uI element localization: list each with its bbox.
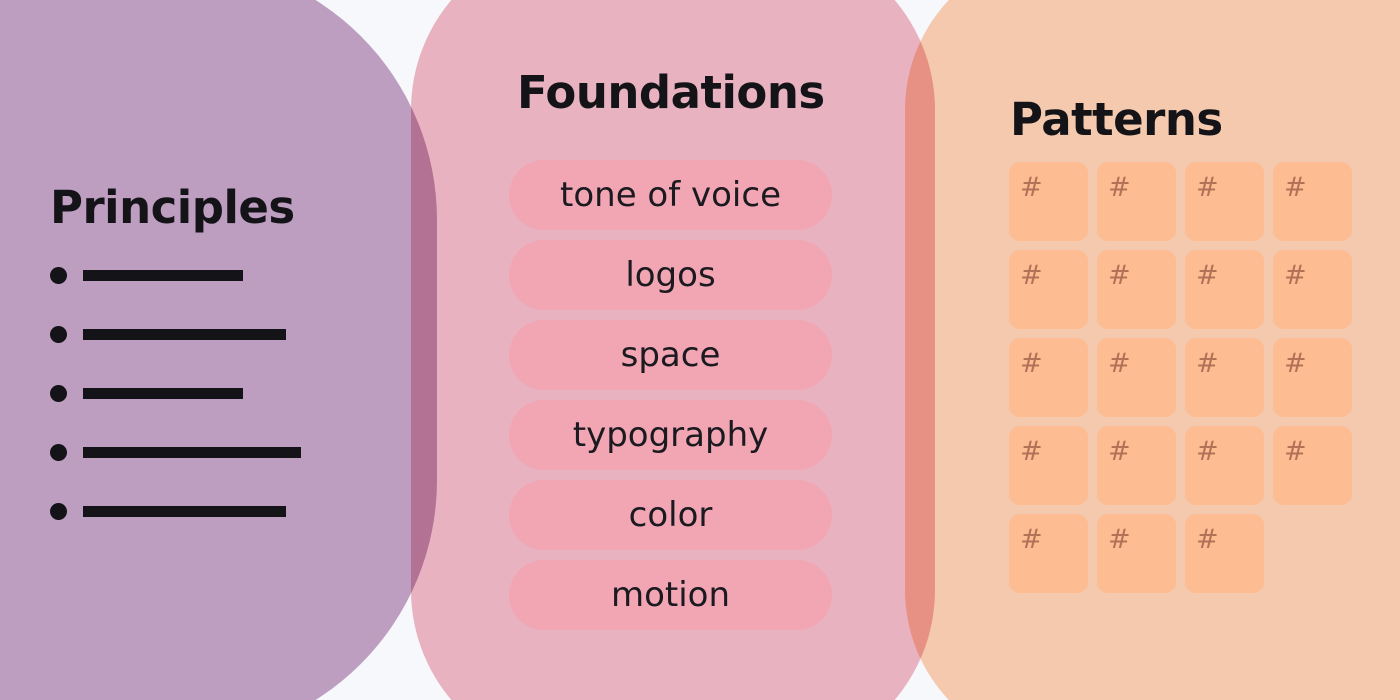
hash-icon: #	[1108, 348, 1131, 379]
pattern-tile: #	[1273, 338, 1352, 417]
hash-icon: #	[1196, 436, 1219, 467]
pattern-tile: #	[1097, 426, 1176, 505]
pattern-tile: #	[1273, 426, 1352, 505]
foundation-pill: typography	[509, 400, 832, 470]
pattern-tile: #	[1009, 162, 1088, 241]
hash-icon: #	[1108, 436, 1131, 467]
pattern-tile: #	[1009, 338, 1088, 417]
pattern-tile: #	[1185, 514, 1264, 593]
pattern-tile: #	[1273, 250, 1352, 329]
principles-panel	[0, 0, 437, 700]
placeholder-text-line	[83, 506, 286, 517]
placeholder-text-line	[83, 388, 243, 399]
pattern-tile: #	[1097, 338, 1176, 417]
bullet-dot-icon	[50, 444, 67, 461]
hash-icon: #	[1108, 172, 1131, 203]
pattern-tile: #	[1185, 162, 1264, 241]
pattern-tile: #	[1185, 250, 1264, 329]
foundation-pill: space	[509, 320, 832, 390]
hash-icon: #	[1020, 172, 1043, 203]
hash-icon: #	[1284, 436, 1307, 467]
pattern-tile: #	[1273, 162, 1352, 241]
patterns-grid: # # # # # # # # # # # # # # # # # # #	[1009, 162, 1352, 593]
hash-icon: #	[1108, 524, 1131, 555]
bullet-dot-icon	[50, 267, 67, 284]
placeholder-text-line	[83, 329, 286, 340]
hash-icon: #	[1020, 436, 1043, 467]
hash-icon: #	[1020, 260, 1043, 291]
foundation-pill: motion	[509, 560, 832, 630]
hash-icon: #	[1108, 260, 1131, 291]
foundation-pill: logos	[509, 240, 832, 310]
foundation-pill: tone of voice	[509, 160, 832, 230]
foundation-pill: color	[509, 480, 832, 550]
pattern-tile: #	[1009, 426, 1088, 505]
hash-icon: #	[1284, 172, 1307, 203]
hash-icon: #	[1020, 348, 1043, 379]
bullet-dot-icon	[50, 503, 67, 520]
pattern-tile: #	[1009, 250, 1088, 329]
placeholder-text-line	[83, 270, 243, 281]
pattern-tile: #	[1097, 162, 1176, 241]
hash-icon: #	[1196, 172, 1219, 203]
foundations-list: tone of voice logos space typography color mo…	[509, 160, 832, 640]
hash-icon: #	[1284, 348, 1307, 379]
foundations-title: Foundations	[517, 66, 825, 119]
hash-icon: #	[1196, 260, 1219, 291]
pattern-tile: #	[1009, 514, 1088, 593]
hash-icon: #	[1284, 260, 1307, 291]
pattern-tile: #	[1185, 338, 1264, 417]
bullet-dot-icon	[50, 326, 67, 343]
placeholder-text-line	[83, 447, 301, 458]
hash-icon: #	[1196, 524, 1219, 555]
hash-icon: #	[1196, 348, 1219, 379]
bullet-dot-icon	[50, 385, 67, 402]
pattern-tile: #	[1097, 250, 1176, 329]
patterns-title: Patterns	[1010, 93, 1223, 146]
principles-title: Principles	[50, 181, 295, 234]
pattern-tile: #	[1097, 514, 1176, 593]
hash-icon: #	[1020, 524, 1043, 555]
pattern-tile: #	[1185, 426, 1264, 505]
